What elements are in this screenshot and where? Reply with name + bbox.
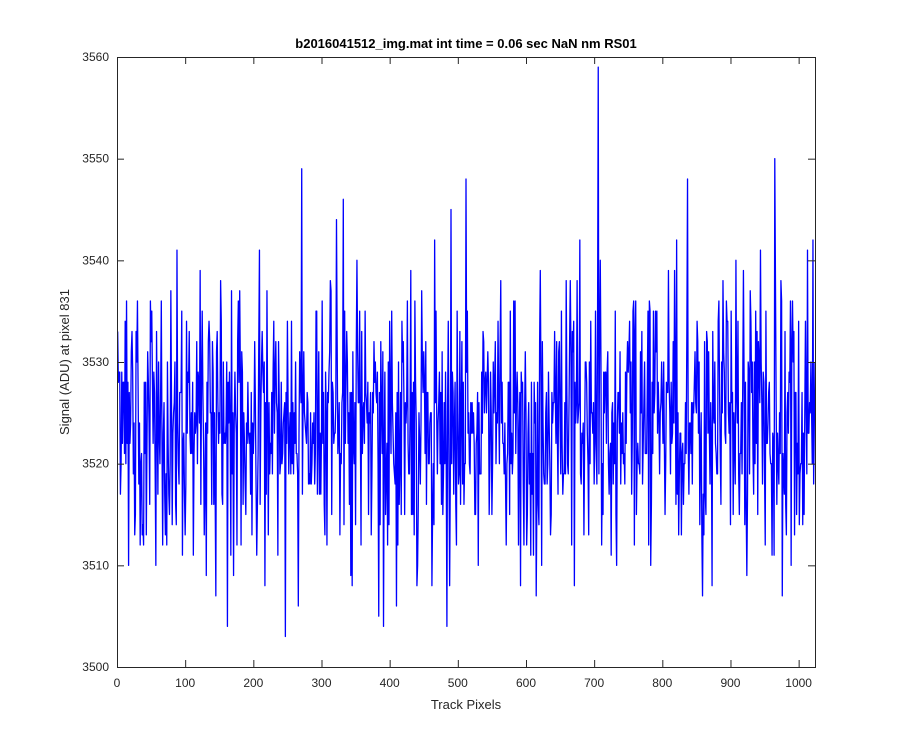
y-tick-label-2: 3520	[82, 457, 109, 471]
series-line-0	[117, 66, 816, 638]
tick-layer: 0 100 200 300 400 500 600 700 800 900 1000 3500 3510…	[82, 50, 815, 690]
x-axis-label: Track Pixels	[431, 697, 502, 712]
y-axis-label: Signal (ADU) at pixel 831	[57, 289, 72, 435]
y-tick-label-0: 3500	[82, 660, 109, 674]
x-tick-label-5: 500	[448, 676, 468, 690]
x-tick-label-3: 300	[311, 676, 331, 690]
y-tick-label-6: 3560	[82, 50, 109, 64]
y-tick-label-5: 3550	[82, 152, 109, 166]
x-tick-label-10: 1000	[785, 676, 812, 690]
series-layer	[117, 66, 816, 638]
x-tick-label-2: 200	[243, 676, 263, 690]
x-tick-label-4: 400	[380, 676, 400, 690]
x-tick-label-9: 900	[720, 676, 740, 690]
x-tick-label-1: 100	[175, 676, 195, 690]
x-tick-label-7: 700	[584, 676, 604, 690]
y-tick-label-4: 3540	[82, 253, 109, 267]
y-tick-label-3: 3530	[82, 355, 109, 369]
x-tick-label-0: 0	[114, 676, 121, 690]
x-tick-label-8: 800	[652, 676, 672, 690]
y-tick-label-1: 3510	[82, 558, 109, 572]
chart-title: b2016041512_img.mat int time = 0.06 sec …	[295, 36, 636, 51]
x-tick-label-6: 600	[516, 676, 536, 690]
